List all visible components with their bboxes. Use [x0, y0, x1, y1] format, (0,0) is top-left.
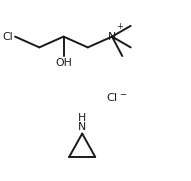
Text: Cl: Cl — [3, 32, 13, 42]
Text: N: N — [108, 32, 116, 42]
Text: OH: OH — [55, 58, 72, 68]
Text: −: − — [120, 90, 127, 99]
Text: H: H — [78, 113, 86, 123]
Text: Cl: Cl — [106, 93, 118, 103]
Text: N: N — [78, 122, 86, 132]
Text: +: + — [116, 22, 123, 31]
